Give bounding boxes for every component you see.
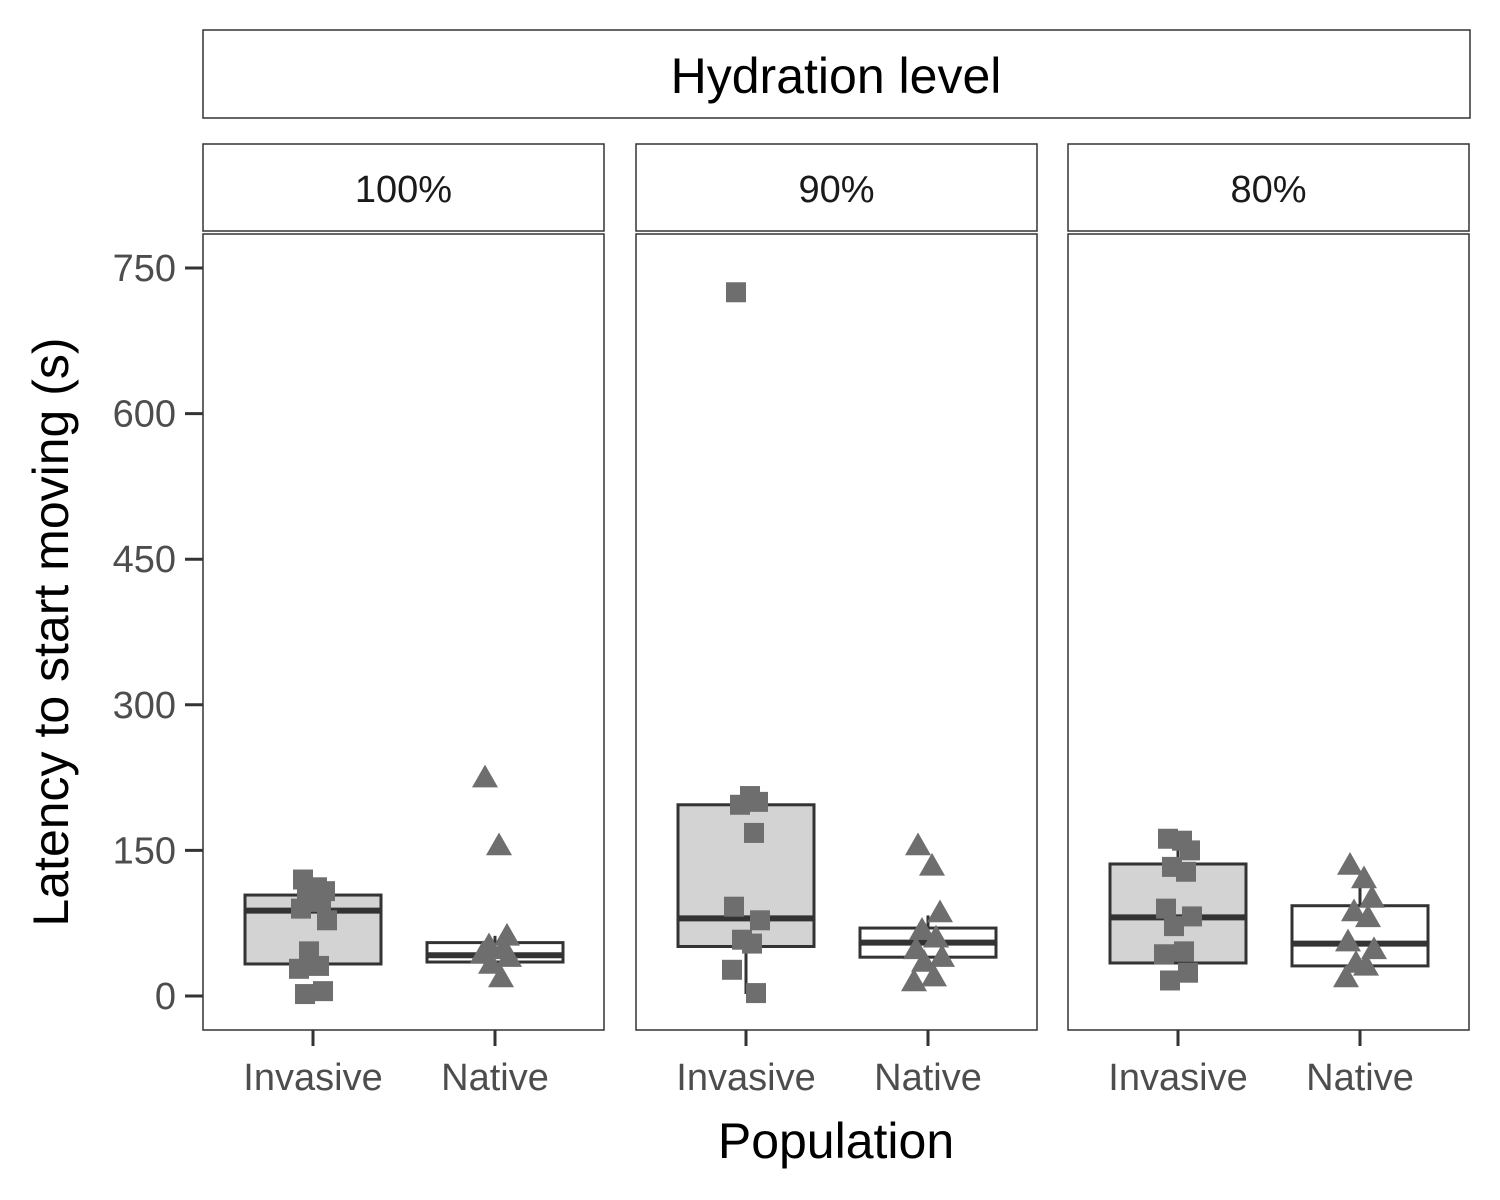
- data-point-square: [1154, 944, 1174, 965]
- x-axis-title: Population: [718, 1113, 954, 1169]
- data-point-square: [1180, 840, 1200, 861]
- y-tick-label: 600: [113, 394, 176, 436]
- x-axis: Invasive Native Invasive Native Invasive Nati…: [243, 1030, 1414, 1099]
- x-tick-label: Invasive: [1108, 1057, 1247, 1099]
- data-point-square: [722, 959, 742, 980]
- data-point-triangle: [929, 944, 955, 967]
- facet-label: 100%: [355, 169, 452, 211]
- data-point-square: [1178, 962, 1198, 983]
- data-point-square: [730, 794, 750, 815]
- data-point-square: [750, 910, 770, 931]
- data-point-triangle: [486, 832, 512, 856]
- facet-strip: [635, 143, 1038, 232]
- data-point-triangle: [1341, 898, 1367, 922]
- data-point-triangle: [1359, 884, 1385, 908]
- data-point-triangle: [496, 944, 522, 967]
- data-point-triangle: [901, 968, 927, 992]
- data-point-triangle: [927, 899, 953, 923]
- data-point-square: [313, 981, 333, 1002]
- data-point-triangle: [905, 832, 931, 856]
- x-tick-label: Invasive: [243, 1057, 382, 1099]
- data-point-square: [724, 896, 744, 917]
- y-tick-label: 450: [113, 539, 176, 581]
- facet-strip: [1067, 143, 1470, 232]
- data-point-square: [1164, 916, 1184, 937]
- data-point-square: [746, 983, 766, 1004]
- data-point-square: [1160, 970, 1180, 991]
- y-tick-label: 150: [113, 830, 176, 872]
- facet-label: 90%: [798, 169, 874, 211]
- data-point-square: [748, 791, 768, 812]
- x-tick-label: Native: [1306, 1057, 1414, 1099]
- data-point-square: [1174, 941, 1194, 962]
- data-point-square: [726, 282, 746, 303]
- data-point-square: [1156, 898, 1176, 919]
- facet-strip: [202, 143, 605, 232]
- facet-panel: [1067, 233, 1470, 1031]
- facet-label: 80%: [1230, 169, 1306, 211]
- data-point-triangle: [1355, 904, 1381, 928]
- strip-title-box: Hydration level: [202, 29, 1471, 119]
- data-point-triangle: [494, 922, 520, 946]
- y-tick-label: 300: [113, 685, 176, 727]
- data-point-triangle: [1335, 928, 1361, 952]
- data-point-square: [317, 910, 337, 931]
- data-point-square: [291, 898, 311, 919]
- data-point-triangle: [923, 924, 949, 948]
- x-tick-label: Invasive: [676, 1057, 815, 1099]
- y-axis: 0 150 300 450 600 750: [113, 248, 203, 1018]
- data-point-square: [742, 933, 762, 954]
- data-point-square: [309, 955, 329, 976]
- data-point-triangle: [478, 950, 504, 974]
- data-point-triangle: [1361, 936, 1387, 960]
- facet-strips: 100% 90% 80%: [202, 143, 1470, 232]
- data-point-triangle: [911, 949, 937, 972]
- data-point-square: [744, 822, 764, 843]
- y-tick-label: 0: [155, 976, 176, 1018]
- facet-panel: [202, 233, 605, 1031]
- data-point-triangle: [1337, 851, 1363, 875]
- data-point-triangle: [921, 963, 947, 987]
- y-tick-label: 750: [113, 248, 176, 290]
- facet-panel: [635, 233, 1038, 1031]
- strip-title: Hydration level: [671, 48, 1002, 104]
- data-point-triangle: [909, 916, 935, 940]
- data-point-square: [1176, 861, 1196, 882]
- x-tick-label: Native: [441, 1057, 549, 1099]
- data-point-triangle: [472, 764, 498, 788]
- data-point-triangle: [919, 852, 945, 876]
- data-point-square: [311, 891, 331, 912]
- data-point-triangle: [1333, 964, 1359, 988]
- data-point-square: [1182, 906, 1202, 927]
- x-tick-label: Native: [874, 1057, 982, 1099]
- facet-panels: [202, 233, 1470, 1031]
- data-point-triangle: [1351, 865, 1377, 889]
- y-axis-title: Latency to start moving (s): [23, 337, 79, 926]
- data-point-square: [295, 984, 315, 1005]
- data-point-triangle: [1353, 952, 1379, 976]
- data-point-square: [289, 958, 309, 979]
- data-point-triangle: [488, 964, 514, 988]
- strip-title-frame: [202, 29, 1471, 119]
